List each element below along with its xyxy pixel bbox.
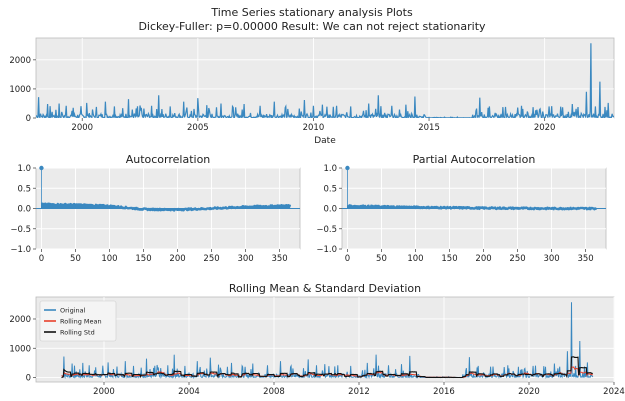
x-tick-label: 2020 <box>534 123 556 133</box>
y-tick-label: 0 <box>26 114 31 124</box>
x-tick-label: 350 <box>271 254 287 264</box>
x-tick-label: 2000 <box>71 123 93 133</box>
subplot-title: Rolling Mean & Standard Deviation <box>229 282 421 295</box>
x-tick-label: 150 <box>441 254 457 264</box>
x-tick-label: 200 <box>475 254 491 264</box>
subplot-title: Autocorrelation <box>126 153 211 166</box>
x-tick-label: 2010 <box>303 123 325 133</box>
y-tick-label: 1000 <box>9 85 31 95</box>
rolling-std-line <box>61 356 593 379</box>
y-tick-label: 0.0 <box>17 205 31 215</box>
x-tick-label: 350 <box>577 254 593 264</box>
x-tick-label: 0 <box>345 254 350 264</box>
y-tick-label: 1000 <box>9 344 31 354</box>
y-tick-label: −1.0 <box>10 245 31 255</box>
x-tick-label: 2016 <box>433 387 455 397</box>
x-tick-label: 2004 <box>178 387 200 397</box>
autocorrelation-plot: 0 50 100 150 200 250 300 350 −1.0 −0.5 0.0 0.5 1.0 Au… <box>10 153 301 264</box>
y-tick-label: 0.5 <box>323 184 337 194</box>
rolling-mean-std-plot: 2000 2004 2008 2012 2016 2020 2024 0 1000 2000 Rol… <box>9 282 624 397</box>
y-tick-label: 2000 <box>9 56 31 66</box>
original-series-line <box>36 43 614 118</box>
x-tick-label: 150 <box>135 254 151 264</box>
y-tick-label: 2000 <box>9 315 31 325</box>
correlation-points <box>40 202 292 212</box>
x-tick-label: 50 <box>376 254 387 264</box>
lag-zero-point <box>345 165 350 171</box>
partial-autocorrelation-plot: 0 50 100 150 200 250 300 350 −1.0 −0.5 0.0 0.5 1.0 Pa… <box>316 153 607 264</box>
x-tick-label: 100 <box>101 254 117 264</box>
figure-subtitle: Dickey-Fuller: p=0.00000 Result: We can … <box>138 20 486 33</box>
y-tick-label: −1.0 <box>316 245 337 255</box>
x-tick-label: 2015 <box>418 123 440 133</box>
y-tick-label: 0.5 <box>17 184 31 194</box>
x-tick-label: 50 <box>70 254 81 264</box>
correlation-points <box>346 204 598 211</box>
x-tick-label: 300 <box>543 254 559 264</box>
y-tick-label: 0.0 <box>323 205 337 215</box>
x-tick-label: 2020 <box>518 387 540 397</box>
x-tick-label: 2005 <box>187 123 209 133</box>
y-tick-label: −0.5 <box>10 225 31 235</box>
legend: Original Rolling Mean Rolling Std <box>39 300 117 342</box>
y-tick-label: 1.0 <box>323 164 337 174</box>
series-plot: 2000 2005 2010 2015 2020 0 1000 2000 Date <box>9 37 615 146</box>
subplot-title: Partial Autocorrelation <box>413 153 536 166</box>
x-tick-label: 2008 <box>263 387 285 397</box>
legend-label: Rolling Mean <box>60 318 102 326</box>
plot-background <box>35 37 615 119</box>
x-tick-label: 2000 <box>93 387 115 397</box>
grid-lines <box>36 38 614 119</box>
x-tick-label: 300 <box>237 254 253 264</box>
x-tick-label: 2012 <box>348 387 370 397</box>
x-tick-label: 2024 <box>603 387 625 397</box>
y-tick-label: 0 <box>26 374 31 384</box>
legend-box <box>39 300 117 342</box>
x-tick-label: 100 <box>407 254 423 264</box>
x-tick-label: 250 <box>509 254 525 264</box>
figure-title: Time Series stationary analysis Plots <box>210 6 413 19</box>
x-tick-label: 0 <box>39 254 44 264</box>
x-tick-label: 250 <box>203 254 219 264</box>
y-tick-label: −0.5 <box>316 225 337 235</box>
lag-zero-point <box>39 165 44 171</box>
legend-label: Original <box>60 307 86 315</box>
x-axis-label: Date <box>314 136 336 146</box>
x-tick-label: 200 <box>169 254 185 264</box>
legend-label: Rolling Std <box>60 329 95 337</box>
y-tick-label: 1.0 <box>17 164 31 174</box>
